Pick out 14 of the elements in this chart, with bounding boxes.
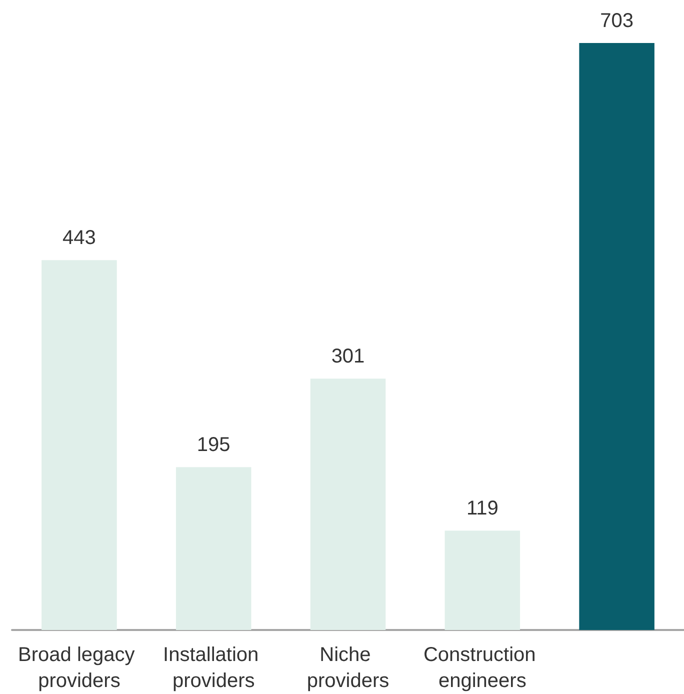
data-label: 703 <box>600 10 634 32</box>
bar <box>176 467 252 630</box>
data-label: 301 <box>331 346 365 368</box>
x-tick-label: Niche providers <box>306 644 390 692</box>
x-tick-label: Broad legacy providers <box>18 644 140 692</box>
data-label: 443 <box>62 227 96 250</box>
x-tick-label: Construction engineers <box>423 644 542 692</box>
x-tick-label: Installation providers <box>163 644 264 692</box>
data-label: 195 <box>196 434 230 456</box>
bar <box>444 530 520 630</box>
bar <box>579 43 654 630</box>
bar <box>42 260 117 630</box>
bar <box>310 378 386 630</box>
data-label: 119 <box>466 498 498 520</box>
